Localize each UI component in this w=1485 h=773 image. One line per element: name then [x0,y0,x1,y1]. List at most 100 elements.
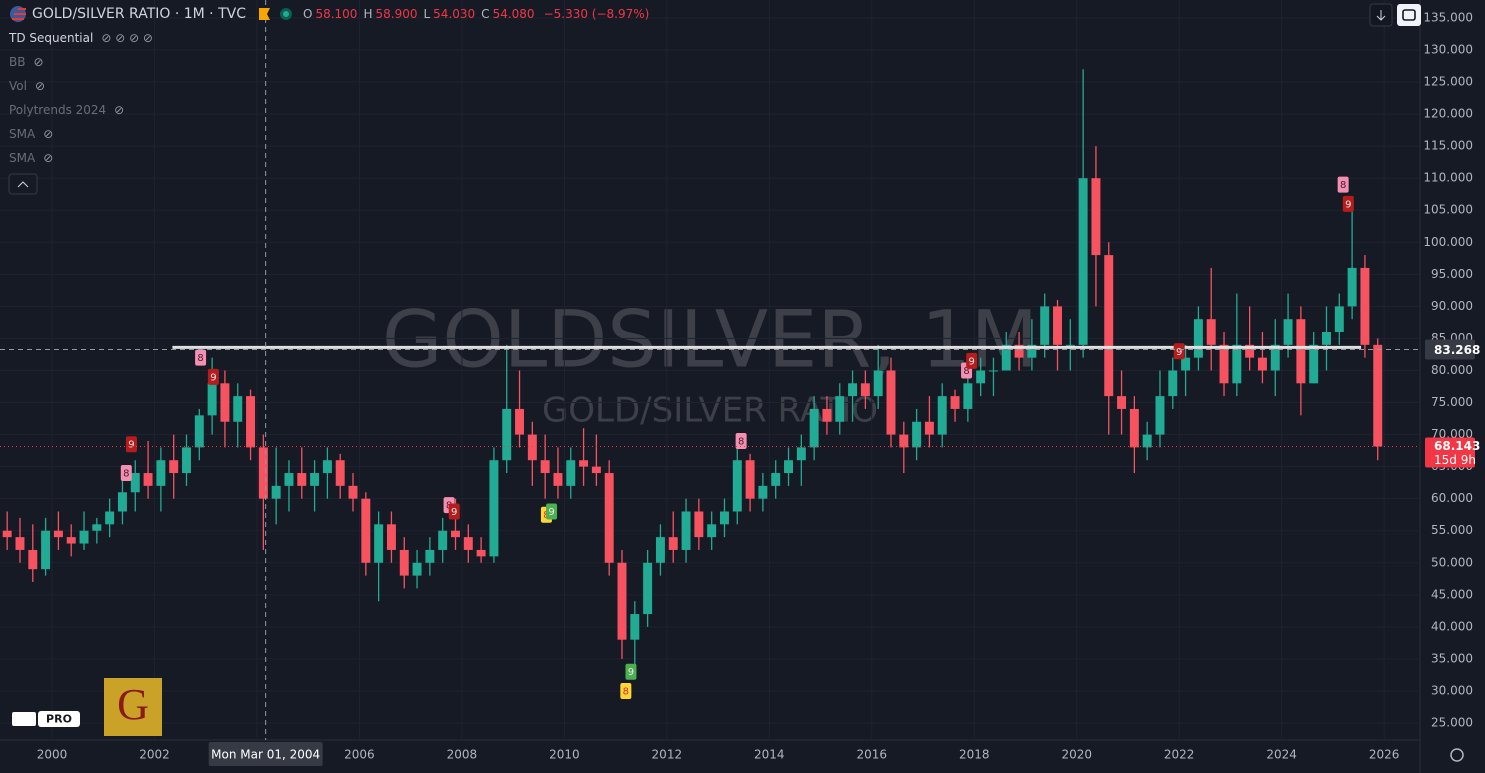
logo-letter: G [117,680,149,729]
candle-body [540,460,550,474]
crosshair-y-label: 83.268 [1434,343,1480,357]
candle-body [566,460,576,486]
candle-body [899,434,909,448]
candle-body [937,396,947,435]
collapse-icon [17,181,29,188]
collapse-button[interactable] [8,173,38,195]
x-tick-label: 2022 [1164,748,1195,762]
candle-body [1142,434,1152,448]
x-tick-label: 2014 [754,748,785,762]
td-marker [195,349,207,366]
candle-body [79,530,89,544]
td-marker [735,432,747,449]
candle-body [438,530,448,550]
td-marker-label: 9 [210,372,216,383]
candle-body [681,511,691,550]
legend-header: GOLD/SILVER RATIO · 1M · TVC O 58.100 H 58.… [10,6,655,22]
candle-body [489,460,499,557]
candle-body [1065,344,1075,346]
candle-body [1283,319,1293,345]
candle-body [1322,332,1331,345]
y-tick-label: 95.000 [1431,267,1473,281]
symbol-title[interactable]: GOLD/SILVER RATIO · 1M · TVC [32,6,246,22]
candle-body [1117,396,1127,409]
y-tick-label: 105.000 [1423,203,1473,217]
crosshair-y-box [1425,339,1475,360]
candle-body [92,524,102,531]
candle-body [1104,255,1114,397]
candle-body [374,524,384,563]
candle-body [386,524,396,550]
watermark-symbol: GOLDSILVER, 1M [382,295,1038,385]
candle-body [1360,267,1370,345]
y-tick-label: 80.000 [1431,363,1473,377]
ohlc-value: 54.080 [492,7,535,21]
candle-body [335,460,345,486]
candle-body [604,473,614,563]
settings-button[interactable] [1450,748,1464,762]
indicator-name[interactable]: SMA [9,151,36,165]
indicator: Polytrends 2024 ⊘ [9,103,124,117]
candle-body [707,524,717,538]
candle-body [322,460,332,474]
y-tick-label: 75.000 [1431,395,1473,409]
fullscreen-button[interactable] [1397,4,1421,26]
td-marker [207,368,219,385]
change: −5.330 (−8.97%) [543,7,650,21]
crosshair-x-label: Mon Mar 01, 2004 [211,748,320,762]
candle-body [1309,344,1319,384]
ohlc-key: C [481,7,490,21]
td-marker [120,465,132,482]
indicator-name[interactable]: TD Sequential [9,31,94,45]
candle-body [310,473,320,486]
y-tick-label: 135.000 [1423,10,1473,24]
tv-logo-mark [12,712,36,726]
flag-marker[interactable] [257,7,271,21]
candle-body [771,473,781,486]
candle-body [719,511,729,525]
candle-body [105,511,115,525]
td-marker [620,682,632,699]
indicator-name[interactable]: SMA [9,127,36,141]
candle-body [1053,306,1062,345]
candle-body [220,383,230,422]
y-tick-label: 110.000 [1423,171,1473,185]
candle-body [15,537,25,550]
indicator-name[interactable]: Polytrends 2024 [9,103,107,117]
candle-body [796,447,806,461]
tv-logo: PRO [12,711,80,727]
candle-body [156,460,166,486]
candle-body [143,473,153,486]
candle-body [66,537,76,544]
indicator-name[interactable]: Vol [9,79,27,93]
ohlc-key: O [303,7,313,21]
ohlc-value: 54.030 [433,7,476,21]
last-price-box [1425,437,1475,468]
y-tick-label: 90.000 [1431,299,1473,313]
td-marker [1342,195,1354,212]
indicator: BB ⊘ [9,55,44,69]
candle-body [745,460,755,499]
candle-body [655,537,665,563]
td-marker-label: 9 [128,440,134,451]
indicator: TD Sequential ⊘ ⊘ ⊘ ⊘ [9,31,153,45]
candle-body [515,408,525,435]
candle-body [361,498,371,563]
candle-body [348,485,358,499]
candle-body [848,383,858,397]
td-marker [625,663,637,680]
candle-body [950,396,960,409]
x-tick-label: 2000 [37,748,68,762]
x-tick-label: 2024 [1266,748,1297,762]
candle-body [130,473,140,493]
y-tick-label: 40.000 [1431,619,1473,633]
candle-body [2,530,12,538]
td-marker [1337,176,1349,193]
y-tick-label: 130.000 [1423,42,1473,56]
y-tick-label: 55.000 [1431,523,1473,537]
candle-body [976,370,986,384]
candle-body [258,447,268,499]
indicator-name[interactable]: BB [9,55,26,69]
tv-badge-box [38,711,80,727]
